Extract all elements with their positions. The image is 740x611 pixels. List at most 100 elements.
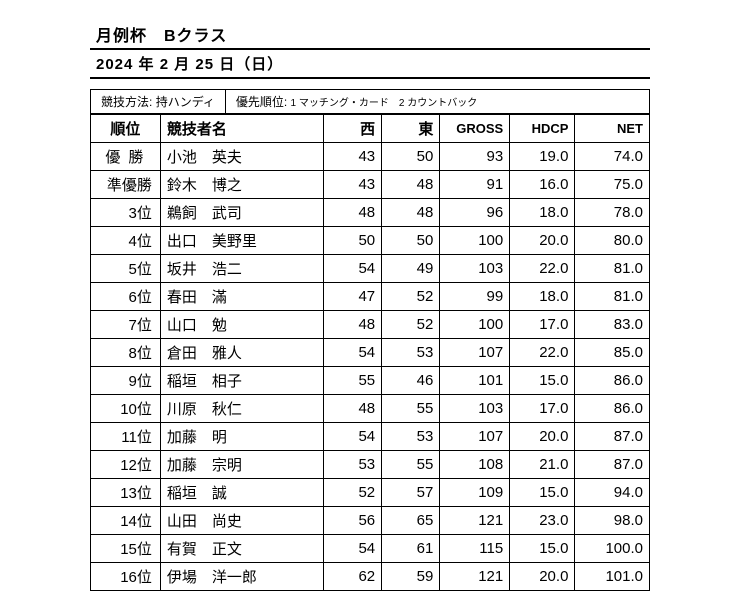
priority-label: 優先順位: [236, 95, 287, 109]
cell-rank: 14位 [91, 507, 161, 535]
table-row: 3位鵜飼 武司48489618.078.0 [91, 199, 650, 227]
cell-net: 85.0 [575, 339, 650, 367]
cell-gross: 107 [440, 339, 510, 367]
cell-name: 加藤 明 [160, 423, 323, 451]
cell-gross: 101 [440, 367, 510, 395]
cell-rank: 5位 [91, 255, 161, 283]
header-east: 東 [382, 115, 440, 143]
cell-east: 55 [382, 451, 440, 479]
cell-name: 鈴木 博之 [160, 171, 323, 199]
table-row: 7位山口 勉485210017.083.0 [91, 311, 650, 339]
cell-west: 53 [323, 451, 381, 479]
cell-hdcp: 20.0 [510, 227, 575, 255]
cell-gross: 121 [440, 507, 510, 535]
date-bar: 2024 年 2 月 25 日（日） [90, 48, 650, 79]
table-row: 準優勝鈴木 博之43489116.075.0 [91, 171, 650, 199]
cell-name: 稲垣 誠 [160, 479, 323, 507]
cell-net: 98.0 [575, 507, 650, 535]
cell-gross: 121 [440, 563, 510, 591]
method-label: 競技方法: [101, 95, 152, 109]
header-hdcp: HDCP [510, 115, 575, 143]
cell-net: 94.0 [575, 479, 650, 507]
cell-hdcp: 22.0 [510, 255, 575, 283]
cell-rank: 6位 [91, 283, 161, 311]
table-row: 11位加藤 明545310720.087.0 [91, 423, 650, 451]
cell-gross: 103 [440, 395, 510, 423]
cell-east: 57 [382, 479, 440, 507]
cell-rank: 優勝 [91, 143, 161, 171]
cell-hdcp: 15.0 [510, 367, 575, 395]
cell-west: 54 [323, 423, 381, 451]
cell-rank: 11位 [91, 423, 161, 451]
header-west: 西 [323, 115, 381, 143]
cell-rank: 10位 [91, 395, 161, 423]
cell-west: 62 [323, 563, 381, 591]
cell-hdcp: 22.0 [510, 339, 575, 367]
cell-west: 52 [323, 479, 381, 507]
cell-hdcp: 18.0 [510, 283, 575, 311]
priority-cell: 優先順位: 1 マッチング・カード 2 カウントバック [226, 90, 649, 113]
cell-hdcp: 19.0 [510, 143, 575, 171]
cell-gross: 108 [440, 451, 510, 479]
cell-net: 101.0 [575, 563, 650, 591]
cell-east: 61 [382, 535, 440, 563]
cell-rank: 4位 [91, 227, 161, 255]
cell-east: 65 [382, 507, 440, 535]
table-row: 13位稲垣 誠525710915.094.0 [91, 479, 650, 507]
cell-name: 出口 美野里 [160, 227, 323, 255]
cell-name: 川原 秋仁 [160, 395, 323, 423]
header-gross: GROSS [440, 115, 510, 143]
table-row: 8位倉田 雅人545310722.085.0 [91, 339, 650, 367]
cell-west: 47 [323, 283, 381, 311]
cell-rank: 準優勝 [91, 171, 161, 199]
cell-rank: 16位 [91, 563, 161, 591]
cell-gross: 109 [440, 479, 510, 507]
cell-net: 74.0 [575, 143, 650, 171]
cell-east: 52 [382, 283, 440, 311]
table-row: 15位有賀 正文546111515.0100.0 [91, 535, 650, 563]
cell-hdcp: 23.0 [510, 507, 575, 535]
cell-net: 81.0 [575, 283, 650, 311]
cell-hdcp: 16.0 [510, 171, 575, 199]
cell-rank: 12位 [91, 451, 161, 479]
cell-west: 48 [323, 199, 381, 227]
cell-net: 75.0 [575, 171, 650, 199]
cell-net: 86.0 [575, 367, 650, 395]
cell-east: 53 [382, 339, 440, 367]
cell-net: 100.0 [575, 535, 650, 563]
cell-west: 43 [323, 171, 381, 199]
cell-west: 55 [323, 367, 381, 395]
cell-net: 86.0 [575, 395, 650, 423]
cell-name: 山田 尚史 [160, 507, 323, 535]
cell-gross: 107 [440, 423, 510, 451]
cell-east: 53 [382, 423, 440, 451]
cell-gross: 96 [440, 199, 510, 227]
table-body: 優勝小池 英夫43509319.074.0準優勝鈴木 博之43489116.07… [91, 143, 650, 591]
cell-gross: 93 [440, 143, 510, 171]
cell-net: 81.0 [575, 255, 650, 283]
cell-east: 52 [382, 311, 440, 339]
cell-rank: 15位 [91, 535, 161, 563]
meta-row: 競技方法: 持ハンディ 優先順位: 1 マッチング・カード 2 カウントバック [90, 89, 650, 114]
cell-east: 48 [382, 171, 440, 199]
results-table: 順位 競技者名 西 東 GROSS HDCP NET 優勝小池 英夫435093… [90, 114, 650, 591]
cell-hdcp: 18.0 [510, 199, 575, 227]
cell-west: 43 [323, 143, 381, 171]
cell-gross: 115 [440, 535, 510, 563]
cell-name: 稲垣 相子 [160, 367, 323, 395]
cell-gross: 91 [440, 171, 510, 199]
cell-net: 87.0 [575, 451, 650, 479]
table-row: 14位山田 尚史566512123.098.0 [91, 507, 650, 535]
cell-west: 54 [323, 339, 381, 367]
table-row: 4位出口 美野里505010020.080.0 [91, 227, 650, 255]
cell-name: 鵜飼 武司 [160, 199, 323, 227]
cell-hdcp: 17.0 [510, 395, 575, 423]
cell-east: 50 [382, 143, 440, 171]
cell-east: 50 [382, 227, 440, 255]
cell-hdcp: 15.0 [510, 479, 575, 507]
table-row: 5位坂井 浩二544910322.081.0 [91, 255, 650, 283]
cell-west: 48 [323, 395, 381, 423]
results-sheet: 月例杯 Bクラス 2024 年 2 月 25 日（日） 競技方法: 持ハンディ … [90, 20, 650, 591]
table-row: 16位伊場 洋一郎625912120.0101.0 [91, 563, 650, 591]
table-row: 12位加藤 宗明535510821.087.0 [91, 451, 650, 479]
